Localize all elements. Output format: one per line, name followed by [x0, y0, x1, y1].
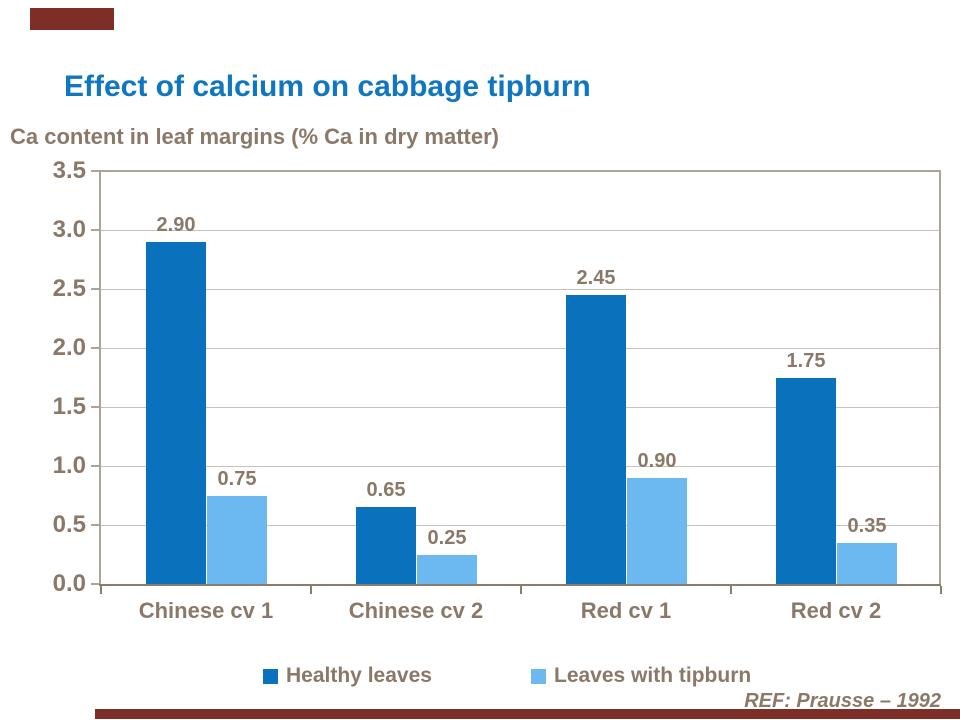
- y-axis-tick: [91, 347, 99, 349]
- bar-value-label: 0.90: [637, 449, 677, 472]
- y-tick-label: 3.5: [52, 157, 86, 184]
- y-tick-label: 0.0: [52, 570, 86, 597]
- slide-bottom-bar: [95, 709, 960, 719]
- y-axis-tick: [91, 465, 99, 467]
- legend-swatch-icon: [263, 668, 278, 684]
- y-axis-tick: [91, 406, 99, 408]
- y-tick-label: 1.0: [52, 452, 86, 479]
- y-axis-tick: [91, 170, 99, 172]
- bar-healthy-red-cv-1: [566, 294, 626, 584]
- bar-value-label: 2.90: [156, 213, 196, 236]
- bar-value-label: 0.75: [217, 467, 257, 490]
- bar-leaves-chinese-cv-2: [417, 554, 477, 584]
- x-axis-tick: [310, 586, 312, 594]
- gridline: [101, 347, 941, 349]
- plot-top-border: [99, 170, 941, 172]
- category-label: Chinese cv 1: [138, 598, 274, 623]
- y-axis-tick: [91, 288, 99, 290]
- reference-text: REF: Prausse – 1992: [744, 690, 941, 712]
- legend-label: Healthy leaves: [286, 664, 432, 687]
- bar-healthy-red-cv-2: [776, 377, 836, 584]
- bar-value-label: 1.75: [786, 349, 826, 372]
- bar-value-label: 2.45: [576, 266, 616, 289]
- bar-healthy-chinese-cv-1: [146, 241, 206, 584]
- chart-legend: Healthy leaves Leaves with tipburn: [0, 663, 960, 689]
- y-axis-tick: [91, 583, 99, 585]
- category-label: Red cv 2: [790, 598, 882, 623]
- y-tick-label: 3.0: [52, 216, 86, 243]
- bar-leaves-red-cv-2: [837, 542, 897, 584]
- plot-right-border: [939, 171, 941, 586]
- chart-axis-title: Ca content in leaf margins (% Ca in dry …: [10, 124, 499, 149]
- gridline: [101, 524, 941, 526]
- gridline: [101, 229, 941, 231]
- category-label: Red cv 1: [580, 598, 672, 623]
- y-tick-label: 2.5: [52, 275, 86, 302]
- y-axis-tick: [91, 524, 99, 526]
- gridline: [101, 288, 941, 290]
- bar-leaves-red-cv-1: [627, 477, 687, 584]
- y-axis-line: [99, 171, 101, 586]
- x-axis-tick: [730, 586, 732, 594]
- gridline: [101, 465, 941, 467]
- bar-value-label: 0.35: [847, 514, 887, 537]
- bar-healthy-chinese-cv-2: [356, 507, 416, 584]
- slide-accent-rectangle: [30, 8, 114, 30]
- y-axis-tick: [91, 229, 99, 231]
- y-tick-label: 2.0: [52, 334, 86, 361]
- gridline: [101, 406, 941, 408]
- y-tick-label: 0.5: [52, 511, 86, 538]
- legend-label: Leaves with tipburn: [554, 664, 752, 687]
- slide-title: Effect of calcium on cabbage tipburn: [64, 70, 591, 103]
- legend-swatch-icon: [531, 668, 546, 684]
- x-axis-tick: [940, 586, 942, 594]
- category-label: Chinese cv 2: [348, 598, 484, 623]
- y-tick-label: 1.5: [52, 393, 86, 420]
- x-axis-line: [99, 584, 941, 586]
- bar-value-label: 0.65: [366, 479, 406, 502]
- x-axis-tick: [520, 586, 522, 594]
- x-axis-tick: [100, 586, 102, 594]
- bar-value-label: 0.25: [427, 526, 467, 549]
- bar-leaves-chinese-cv-1: [207, 495, 267, 584]
- legend-item: Healthy leaves: [263, 663, 432, 689]
- legend-item: Leaves with tipburn: [531, 663, 751, 689]
